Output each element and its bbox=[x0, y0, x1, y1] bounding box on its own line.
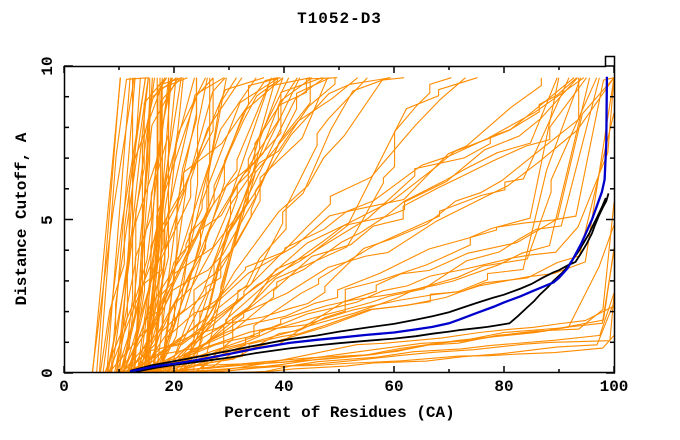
orange-model-curve bbox=[127, 77, 587, 373]
curves-layer bbox=[91, 76, 615, 373]
orange-model-curve bbox=[107, 77, 146, 373]
orange-model-curve bbox=[129, 77, 168, 373]
orange-model-curve bbox=[153, 77, 206, 373]
orange-model-curve bbox=[123, 77, 134, 373]
orange-model-curve bbox=[123, 77, 225, 373]
orange-model-curve bbox=[150, 77, 615, 373]
highlight-model-blue-curve bbox=[129, 76, 609, 373]
orange-model-curve bbox=[192, 77, 390, 373]
orange-model-curve bbox=[161, 77, 331, 373]
plot-frame bbox=[63, 55, 616, 374]
orange-model-curve bbox=[106, 77, 149, 373]
orange-model-curve bbox=[92, 77, 122, 373]
orange-model-curve bbox=[91, 77, 135, 373]
orange-model-curve bbox=[119, 77, 578, 373]
orange-model-curve bbox=[106, 77, 131, 373]
orange-model-curve bbox=[122, 77, 615, 373]
y-tick-label: 10 bbox=[39, 56, 57, 76]
orange-model-curve bbox=[164, 77, 615, 373]
orange-model-curve bbox=[173, 77, 298, 373]
chart-title: T1052-D3 bbox=[297, 10, 382, 28]
orange-model-curve bbox=[126, 77, 272, 373]
orange-model-curve bbox=[130, 77, 188, 373]
highlight-reference-black-lower-curve bbox=[135, 197, 607, 373]
orange-model-curve bbox=[139, 77, 284, 373]
orange-model-curve bbox=[149, 77, 598, 373]
orange-model-curve bbox=[122, 77, 280, 373]
orange-model-curve bbox=[175, 77, 580, 373]
orange-model-curve bbox=[141, 77, 359, 373]
orange-model-curve bbox=[172, 77, 600, 373]
orange-model-curve bbox=[149, 77, 578, 373]
orange-model-curve bbox=[115, 77, 156, 373]
orange-model-curve bbox=[206, 295, 615, 373]
orange-model-curve bbox=[151, 77, 184, 373]
orange-model-curve bbox=[98, 77, 149, 373]
orange-model-curve bbox=[150, 77, 558, 373]
orange-model-curve bbox=[146, 77, 585, 373]
orange-model-curve bbox=[158, 77, 284, 373]
orange-model-curve bbox=[181, 77, 290, 373]
orange-model-curve bbox=[120, 77, 279, 373]
x-tick-label: 20 bbox=[164, 378, 184, 396]
orange-model-curve bbox=[129, 202, 615, 373]
orange-model-curve bbox=[131, 77, 542, 373]
x-tick-label: 60 bbox=[384, 378, 404, 396]
y-tick-label: 0 bbox=[39, 368, 57, 378]
y-tick-label: 5 bbox=[39, 214, 57, 225]
y-axis-title: Distance Cutoff, A bbox=[13, 132, 31, 306]
x-tick-label: 100 bbox=[599, 378, 629, 396]
orange-model-curve bbox=[102, 77, 147, 373]
orange-model-curve bbox=[150, 77, 570, 373]
x-tick-label: 0 bbox=[59, 378, 69, 396]
orange-model-curve bbox=[156, 77, 208, 373]
x-tick-label: 40 bbox=[274, 378, 294, 396]
orange-model-curve bbox=[108, 77, 265, 373]
orange-model-curve bbox=[167, 77, 275, 373]
orange-model-curve bbox=[143, 77, 196, 373]
orange-model-curve bbox=[136, 335, 615, 373]
orange-model-curve bbox=[124, 77, 323, 373]
orange-model-curve bbox=[192, 77, 311, 373]
x-tick-label: 80 bbox=[494, 378, 514, 396]
orange-model-curve bbox=[165, 77, 368, 373]
highlight-reference-black-upper-curve bbox=[129, 193, 610, 372]
orange-model-curve bbox=[164, 77, 466, 373]
orange-model-curve bbox=[134, 77, 575, 373]
orange-model-curve bbox=[110, 77, 136, 373]
orange-model-curve bbox=[136, 77, 183, 373]
orange-model-curve bbox=[138, 77, 182, 373]
orange-model-curve bbox=[133, 77, 153, 373]
x-axis-title: Percent of Residues (CA) bbox=[224, 404, 455, 422]
orange-model-curve bbox=[111, 77, 161, 373]
orange-model-curve bbox=[126, 77, 226, 373]
orange-model-curve bbox=[117, 77, 338, 373]
orange-model-curve bbox=[119, 77, 141, 373]
